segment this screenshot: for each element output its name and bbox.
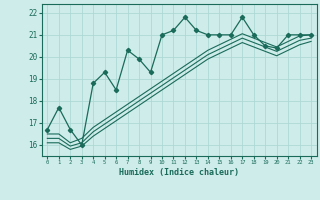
X-axis label: Humidex (Indice chaleur): Humidex (Indice chaleur) xyxy=(119,168,239,177)
